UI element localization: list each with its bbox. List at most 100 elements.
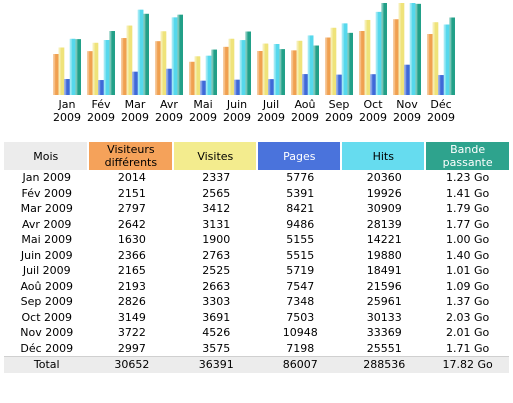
table-row: Fév 2009 2151 2565 5391 19926 1.41 Go xyxy=(4,186,509,202)
cell-visiteurs-differents: 2014 xyxy=(117,171,146,185)
cell-pages: 7198 xyxy=(286,341,315,355)
cell-visites: 2525 xyxy=(202,264,231,278)
x-tick-label: Mar xyxy=(125,98,146,111)
bar-shine-pages-sep-2009 xyxy=(336,74,342,95)
cell-pages: 5719 xyxy=(286,264,315,278)
bar-shine-visites-dec-2009 xyxy=(432,22,439,95)
table-row: Mar 2009 2797 3412 8421 30909 1.79 Go xyxy=(4,201,509,217)
bar-shine-visiteurs-differents-sep-2009 xyxy=(325,37,331,95)
cell-bande-passante: 1.09 Go xyxy=(446,279,490,293)
bar-shine-visiteurs-differents-nov-2009 xyxy=(393,19,399,95)
bar-shine-bande-passante-mar-2009 xyxy=(143,13,149,96)
bar-shine-visites-aou-2009 xyxy=(296,40,303,95)
table-row: Nov 2009 3722 4526 10948 33369 2.01 Go xyxy=(4,325,509,341)
cell-bande-passante: 1.77 Go xyxy=(446,217,490,231)
cell-pages: 7348 xyxy=(286,295,315,309)
table-row: Déc 2009 2997 3575 7198 25551 1.71 Go xyxy=(4,341,509,357)
bar-shine-bande-passante-mai-2009 xyxy=(211,49,217,95)
header-hits: Hits xyxy=(342,142,427,170)
cell-bande-passante: 1.71 Go xyxy=(446,341,490,355)
cell-mois: Mai 2009 xyxy=(21,233,73,247)
bar-shine-visites-mai-2009 xyxy=(194,56,201,95)
cell-visiteurs-differents: 3149 xyxy=(117,310,146,324)
cell-hits: 30133 xyxy=(366,310,402,324)
table-row: Sep 2009 2826 3303 7348 25961 1.37 Go xyxy=(4,294,509,310)
cell-mois: Mar 2009 xyxy=(20,202,73,216)
bar-shine-visiteurs-differents-mar-2009 xyxy=(121,38,127,95)
cell-pages: 5515 xyxy=(286,248,315,262)
cell-visites: 1900 xyxy=(202,233,231,247)
bar-shine-pages-fev-2009 xyxy=(98,80,104,95)
table-row: Jan 2009 2014 2337 5776 20360 1.23 Go xyxy=(4,170,509,186)
bar-shine-visiteurs-differents-juil-2009 xyxy=(257,50,263,95)
bar-shine-hits-fev-2009 xyxy=(103,40,110,95)
x-tick-label: 2009 xyxy=(155,111,183,124)
bar-shine-hits-dec-2009 xyxy=(443,24,450,95)
table-total-row: Total 30652 36391 86007 288536 17.82 Go xyxy=(4,356,509,373)
monthly-traffic-chart: Jan2009Fév2009Mar2009Avr2009Mai2009Juin2… xyxy=(53,3,455,124)
bar-shine-hits-aou-2009 xyxy=(307,35,314,95)
bar-shine-bande-passante-fev-2009 xyxy=(109,31,115,95)
cell-visiteurs-differents: 2997 xyxy=(117,341,146,355)
x-tick-label: 2009 xyxy=(291,111,319,124)
x-tick-label: Fév xyxy=(91,98,110,111)
cell-bande-passante: 1.40 Go xyxy=(446,248,490,262)
bar-shine-visiteurs-differents-avr-2009 xyxy=(155,41,161,95)
table-row: Juin 2009 2366 2763 5515 19880 1.40 Go xyxy=(4,248,509,264)
bar-shine-pages-aou-2009 xyxy=(302,74,308,95)
cell-bande-passante: 1.37 Go xyxy=(446,295,490,309)
x-tick-label: Oct xyxy=(363,98,383,111)
cell-visites: 4526 xyxy=(202,326,231,340)
bar-shine-visiteurs-differents-juin-2009 xyxy=(223,46,229,95)
bar-shine-visites-sep-2009 xyxy=(330,27,337,95)
bar-shine-bande-passante-jan-2009 xyxy=(75,39,81,95)
total-label: Total xyxy=(4,356,90,373)
bar-shine-visites-oct-2009 xyxy=(364,19,371,95)
cell-hits: 19926 xyxy=(366,186,402,200)
cell-visiteurs-differents: 2193 xyxy=(117,279,146,293)
total-hits: 288536 xyxy=(342,356,427,373)
cell-hits: 30909 xyxy=(366,202,402,216)
bar-shine-visites-mar-2009 xyxy=(126,25,133,95)
bar-shine-bande-passante-nov-2009 xyxy=(415,3,421,96)
table-row: Aoû 2009 2193 2663 7547 21596 1.09 Go xyxy=(4,279,509,295)
bar-shine-bande-passante-juin-2009 xyxy=(245,31,251,95)
cell-hits: 21596 xyxy=(366,279,402,293)
cell-mois: Juin 2009 xyxy=(20,248,73,262)
bar-shine-visiteurs-differents-oct-2009 xyxy=(359,30,365,95)
x-tick-label: 2009 xyxy=(359,111,387,124)
cell-visites: 2337 xyxy=(202,171,231,185)
table-row: Avr 2009 2642 3131 9486 28139 1.77 Go xyxy=(4,217,509,233)
bar-shine-pages-juil-2009 xyxy=(268,79,274,95)
x-tick-label: 2009 xyxy=(223,111,251,124)
bar-shine-pages-dec-2009 xyxy=(438,75,444,95)
cell-mois: Sep 2009 xyxy=(20,295,73,309)
cell-visiteurs-differents: 2165 xyxy=(117,264,146,278)
bar-shine-visites-jan-2009 xyxy=(58,47,65,95)
cell-visites: 3575 xyxy=(202,341,231,355)
bar-shine-bande-passante-dec-2009 xyxy=(449,17,455,95)
x-tick-label: 2009 xyxy=(121,111,149,124)
x-tick-label: 2009 xyxy=(189,111,217,124)
bar-shine-visiteurs-differents-jan-2009 xyxy=(53,54,59,95)
cell-bande-passante: 1.23 Go xyxy=(446,171,490,185)
x-tick-label: Jan xyxy=(58,98,76,111)
bar-shine-hits-juil-2009 xyxy=(273,44,280,95)
cell-mois: Nov 2009 xyxy=(20,326,74,340)
bar-shine-visiteurs-differents-aou-2009 xyxy=(291,50,297,95)
x-tick-label: 2009 xyxy=(393,111,421,124)
table-row: Mai 2009 1630 1900 5155 14221 1.00 Go xyxy=(4,232,509,248)
x-tick-label: 2009 xyxy=(257,111,285,124)
bar-shine-pages-nov-2009 xyxy=(404,64,410,95)
bar-shine-visiteurs-differents-mai-2009 xyxy=(189,61,195,95)
cell-hits: 18491 xyxy=(366,264,402,278)
cell-pages: 5391 xyxy=(286,186,315,200)
cell-mois: Déc 2009 xyxy=(20,341,74,355)
cell-pages: 8421 xyxy=(286,202,315,216)
cell-bande-passante: 2.03 Go xyxy=(446,310,490,324)
bar-shine-bande-passante-avr-2009 xyxy=(177,14,183,96)
bar-shine-hits-avr-2009 xyxy=(171,17,178,95)
cell-mois: Aoû 2009 xyxy=(20,279,73,293)
x-tick-label: 2009 xyxy=(427,111,455,124)
header-bande-passante: Bande passante xyxy=(426,142,509,170)
